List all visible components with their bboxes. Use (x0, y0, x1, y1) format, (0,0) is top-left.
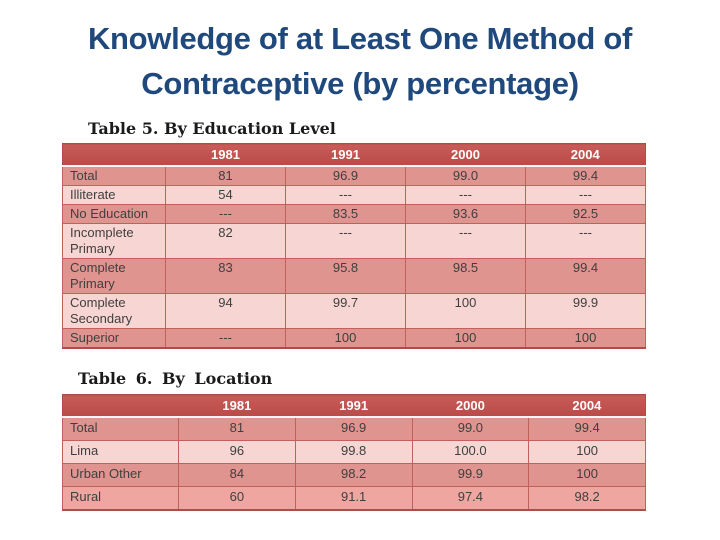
tables-area: Table 5. By Education Level 1981 1991 2000 2… (62, 119, 646, 511)
column-header-2000: 2000 (412, 394, 529, 418)
row-label: Total (62, 165, 166, 186)
row-label: Rural (62, 486, 179, 511)
value-cell: 81 (165, 165, 286, 186)
table-row: Total 81 96.9 99.0 99.4 (62, 165, 646, 186)
row-label: Total (62, 416, 179, 441)
value-cell: --- (285, 185, 406, 205)
table-by-education-level: 1981 1991 2000 2004 Total 81 96.9 99.0 99.4 Illit… (62, 143, 646, 349)
value-cell: 83 (165, 258, 286, 294)
table-row: Lima 96 99.8 100.0 100 (62, 440, 646, 464)
table-row: Complete Secondary 94 99.7 100 99.9 (62, 293, 646, 329)
value-cell: --- (525, 185, 646, 205)
value-cell: 100 (525, 328, 646, 349)
value-cell: 94 (165, 293, 286, 329)
value-cell: --- (525, 223, 646, 259)
value-cell: 91.1 (294, 486, 413, 511)
value-cell: 98.2 (528, 486, 646, 511)
value-cell: 99.0 (411, 416, 530, 441)
row-label: Lima (62, 440, 179, 464)
value-cell: 100 (528, 463, 646, 487)
row-label: Urban Other (62, 463, 179, 487)
value-cell: 84 (178, 463, 296, 487)
column-header-1981: 1981 (178, 394, 296, 418)
row-label: Incomplete Primary (62, 223, 166, 259)
value-cell: --- (285, 223, 406, 259)
table-row: Illiterate 54 --- --- --- (62, 185, 646, 205)
value-cell: 100 (405, 328, 526, 349)
value-cell: 54 (165, 185, 286, 205)
value-cell: 93.6 (405, 204, 526, 224)
slide-title: Knowledge of at Least One Method of Cont… (0, 0, 720, 106)
value-cell: 100 (285, 328, 406, 349)
value-cell: 96.9 (294, 416, 413, 441)
table-by-location: 1981 1991 2000 2004 Total 81 96.9 99.0 99.4 Lima 9… (62, 394, 646, 511)
value-cell: 99.9 (411, 463, 530, 487)
row-label: Illiterate (62, 185, 166, 205)
table-row: Incomplete Primary 82 --- --- --- (62, 223, 646, 259)
value-cell: 82 (165, 223, 286, 259)
value-cell: 100 (405, 293, 526, 329)
value-cell: 81 (178, 416, 296, 441)
column-header-2000: 2000 (405, 143, 526, 167)
value-cell: 99.7 (285, 293, 406, 329)
value-cell: 100.0 (411, 440, 530, 464)
value-cell: 60 (178, 486, 296, 511)
row-label: Complete Primary (62, 258, 166, 294)
column-header-2004: 2004 (525, 143, 646, 167)
column-header-2004: 2004 (528, 394, 646, 418)
table-row: Rural 60 91.1 97.4 98.2 (62, 486, 646, 511)
table-caption-by-location: Table 6. By Location (78, 369, 273, 388)
header-row: 1981 1991 2000 2004 (62, 394, 646, 418)
value-cell: --- (405, 223, 526, 259)
value-cell: 99.4 (525, 258, 646, 294)
row-label: Superior (62, 328, 166, 349)
table-row: Superior --- 100 100 100 (62, 328, 646, 349)
value-cell: --- (405, 185, 526, 205)
table-caption-by-education-level: Table 5. By Education Level (88, 119, 336, 138)
row-label: No Education (62, 204, 166, 224)
header-row: 1981 1991 2000 2004 (62, 143, 646, 167)
value-cell: 96.9 (285, 165, 406, 186)
slide-title-line-1: Knowledge of at Least One Method of (87, 21, 633, 56)
value-cell: 96 (178, 440, 296, 464)
value-cell: 98.2 (294, 463, 413, 487)
table-row: Urban Other 84 98.2 99.9 100 (62, 463, 646, 487)
column-header-blank (62, 394, 179, 418)
value-cell: 83.5 (285, 204, 406, 224)
value-cell: --- (165, 328, 286, 349)
value-cell: 95.8 (285, 258, 406, 294)
value-cell: 99.4 (525, 165, 646, 186)
slide-title-line-2: Contraceptive (by percentage) (141, 66, 579, 101)
value-cell: 99.4 (528, 416, 646, 441)
value-cell: 100 (528, 440, 646, 464)
table-row: Total 81 96.9 99.0 99.4 (62, 416, 646, 441)
value-cell: --- (165, 204, 286, 224)
value-cell: 99.8 (294, 440, 413, 464)
row-label: Complete Secondary (62, 293, 166, 329)
column-header-1991: 1991 (285, 143, 406, 167)
value-cell: 99.9 (525, 293, 646, 329)
value-cell: 99.0 (405, 165, 526, 186)
table-row: Complete Primary 83 95.8 98.5 99.4 (62, 258, 646, 294)
value-cell: 92.5 (525, 204, 646, 224)
table-section-by-location: Table 6. By Location 1981 1991 2000 2004 Tota… (62, 369, 646, 511)
column-header-1981: 1981 (165, 143, 286, 167)
column-header-1991: 1991 (295, 394, 412, 418)
table-section-by-education-level: Table 5. By Education Level 1981 1991 2000 2… (62, 119, 646, 349)
table-row: No Education --- 83.5 93.6 92.5 (62, 204, 646, 224)
value-cell: 97.4 (411, 486, 530, 511)
column-header-blank (62, 143, 166, 167)
value-cell: 98.5 (405, 258, 526, 294)
